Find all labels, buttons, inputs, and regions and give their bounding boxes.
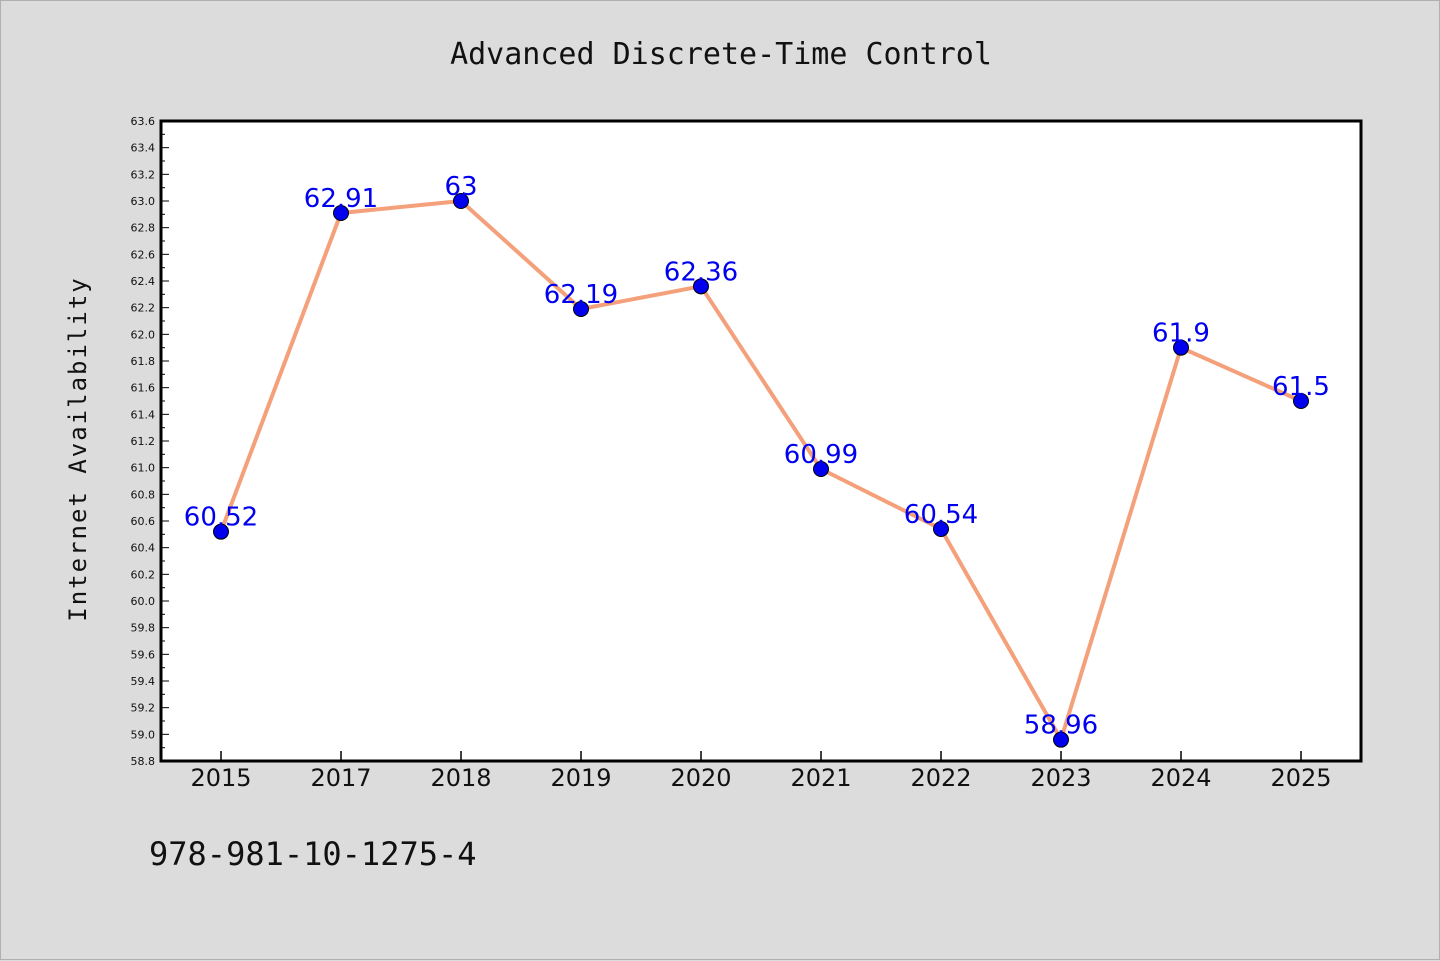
x-tick-label: 2018 <box>430 764 491 792</box>
chart-title: Advanced Discrete-Time Control <box>450 37 992 72</box>
plot-area <box>161 121 1361 761</box>
footer-code: 978-981-10-1275-4 <box>149 835 477 873</box>
data-label: 61.9 <box>1152 319 1210 349</box>
y-axis-label: Internet Availability <box>64 276 92 621</box>
x-tick-label: 2025 <box>1270 764 1331 792</box>
y-tick-label: 62.2 <box>131 302 156 315</box>
y-tick-label: 61.6 <box>131 382 156 395</box>
y-tick-label: 60.0 <box>131 595 156 608</box>
data-label: 60.52 <box>184 503 258 533</box>
data-point <box>813 461 829 477</box>
y-tick-label: 59.4 <box>131 675 156 688</box>
y-tick-label: 63.0 <box>131 195 156 208</box>
data-label: 63 <box>444 172 477 202</box>
data-point <box>1173 339 1189 356</box>
y-tick-label: 60.6 <box>131 515 156 528</box>
data-point <box>333 205 349 221</box>
series-line <box>219 199 1302 742</box>
series-layer: 60.52 62.91 63 62.19 62.36 60.99 60.54 58.96 61.… <box>184 172 1330 748</box>
x-tick-label: 2022 <box>910 764 971 792</box>
x-tick-label: 2017 <box>310 764 371 792</box>
data-label: 60.54 <box>904 500 978 530</box>
y-tick-label: 60.8 <box>131 488 156 501</box>
data-point <box>1293 393 1309 409</box>
y-tick-label: 59.0 <box>131 728 156 741</box>
y-tick-label: 59.8 <box>131 622 156 635</box>
plot-frame <box>159 119 1363 763</box>
data-point <box>693 278 709 295</box>
x-tick-label: 2015 <box>190 764 251 792</box>
y-tick-label: 59.2 <box>131 702 156 715</box>
y-tick-label: 61.0 <box>131 462 156 475</box>
y-tick-label: 59.6 <box>131 648 156 661</box>
y-axis: 58.8 59.0 59.2 59.4 59.6 59.8 60.0 60.2 60.4 60.6… <box>131 115 169 768</box>
x-tick-label: 2021 <box>790 764 851 792</box>
y-tick-label: 61.2 <box>131 435 156 448</box>
data-label: 62.36 <box>664 257 738 287</box>
y-tick-label: 58.8 <box>131 755 156 768</box>
y-tick-label: 62.4 <box>131 275 156 288</box>
y-tick-label: 61.8 <box>131 355 156 368</box>
y-tick-label: 62.8 <box>131 222 156 235</box>
y-tick-label: 63.2 <box>131 168 156 181</box>
data-point <box>1053 731 1069 748</box>
y-tick-label: 60.2 <box>131 568 156 581</box>
data-label: 62.91 <box>304 184 378 214</box>
y-tick-label: 61.4 <box>131 408 156 421</box>
y-tick-label: 63.6 <box>131 115 156 128</box>
data-point <box>213 523 229 540</box>
y-tick-label: 60.4 <box>131 542 156 555</box>
data-label: 58.96 <box>1024 711 1098 741</box>
x-axis: 2015 2017 2018 2019 2020 2021 2022 2023 2024 2025 <box>190 751 1332 792</box>
x-tick-label: 2020 <box>670 764 731 792</box>
data-label: 62.19 <box>544 280 618 310</box>
data-point <box>453 193 469 209</box>
x-tick-label: 2023 <box>1030 764 1091 792</box>
data-label: 61.5 <box>1272 372 1330 402</box>
data-point <box>573 301 589 317</box>
data-label: 60.99 <box>784 440 858 470</box>
x-tick-label: 2019 <box>550 764 611 792</box>
x-tick-label: 2024 <box>1150 764 1211 792</box>
data-point <box>933 521 949 537</box>
y-tick-label: 63.4 <box>131 142 156 155</box>
y-tick-label: 62.0 <box>131 328 156 341</box>
y-tick-label: 62.6 <box>131 248 156 261</box>
